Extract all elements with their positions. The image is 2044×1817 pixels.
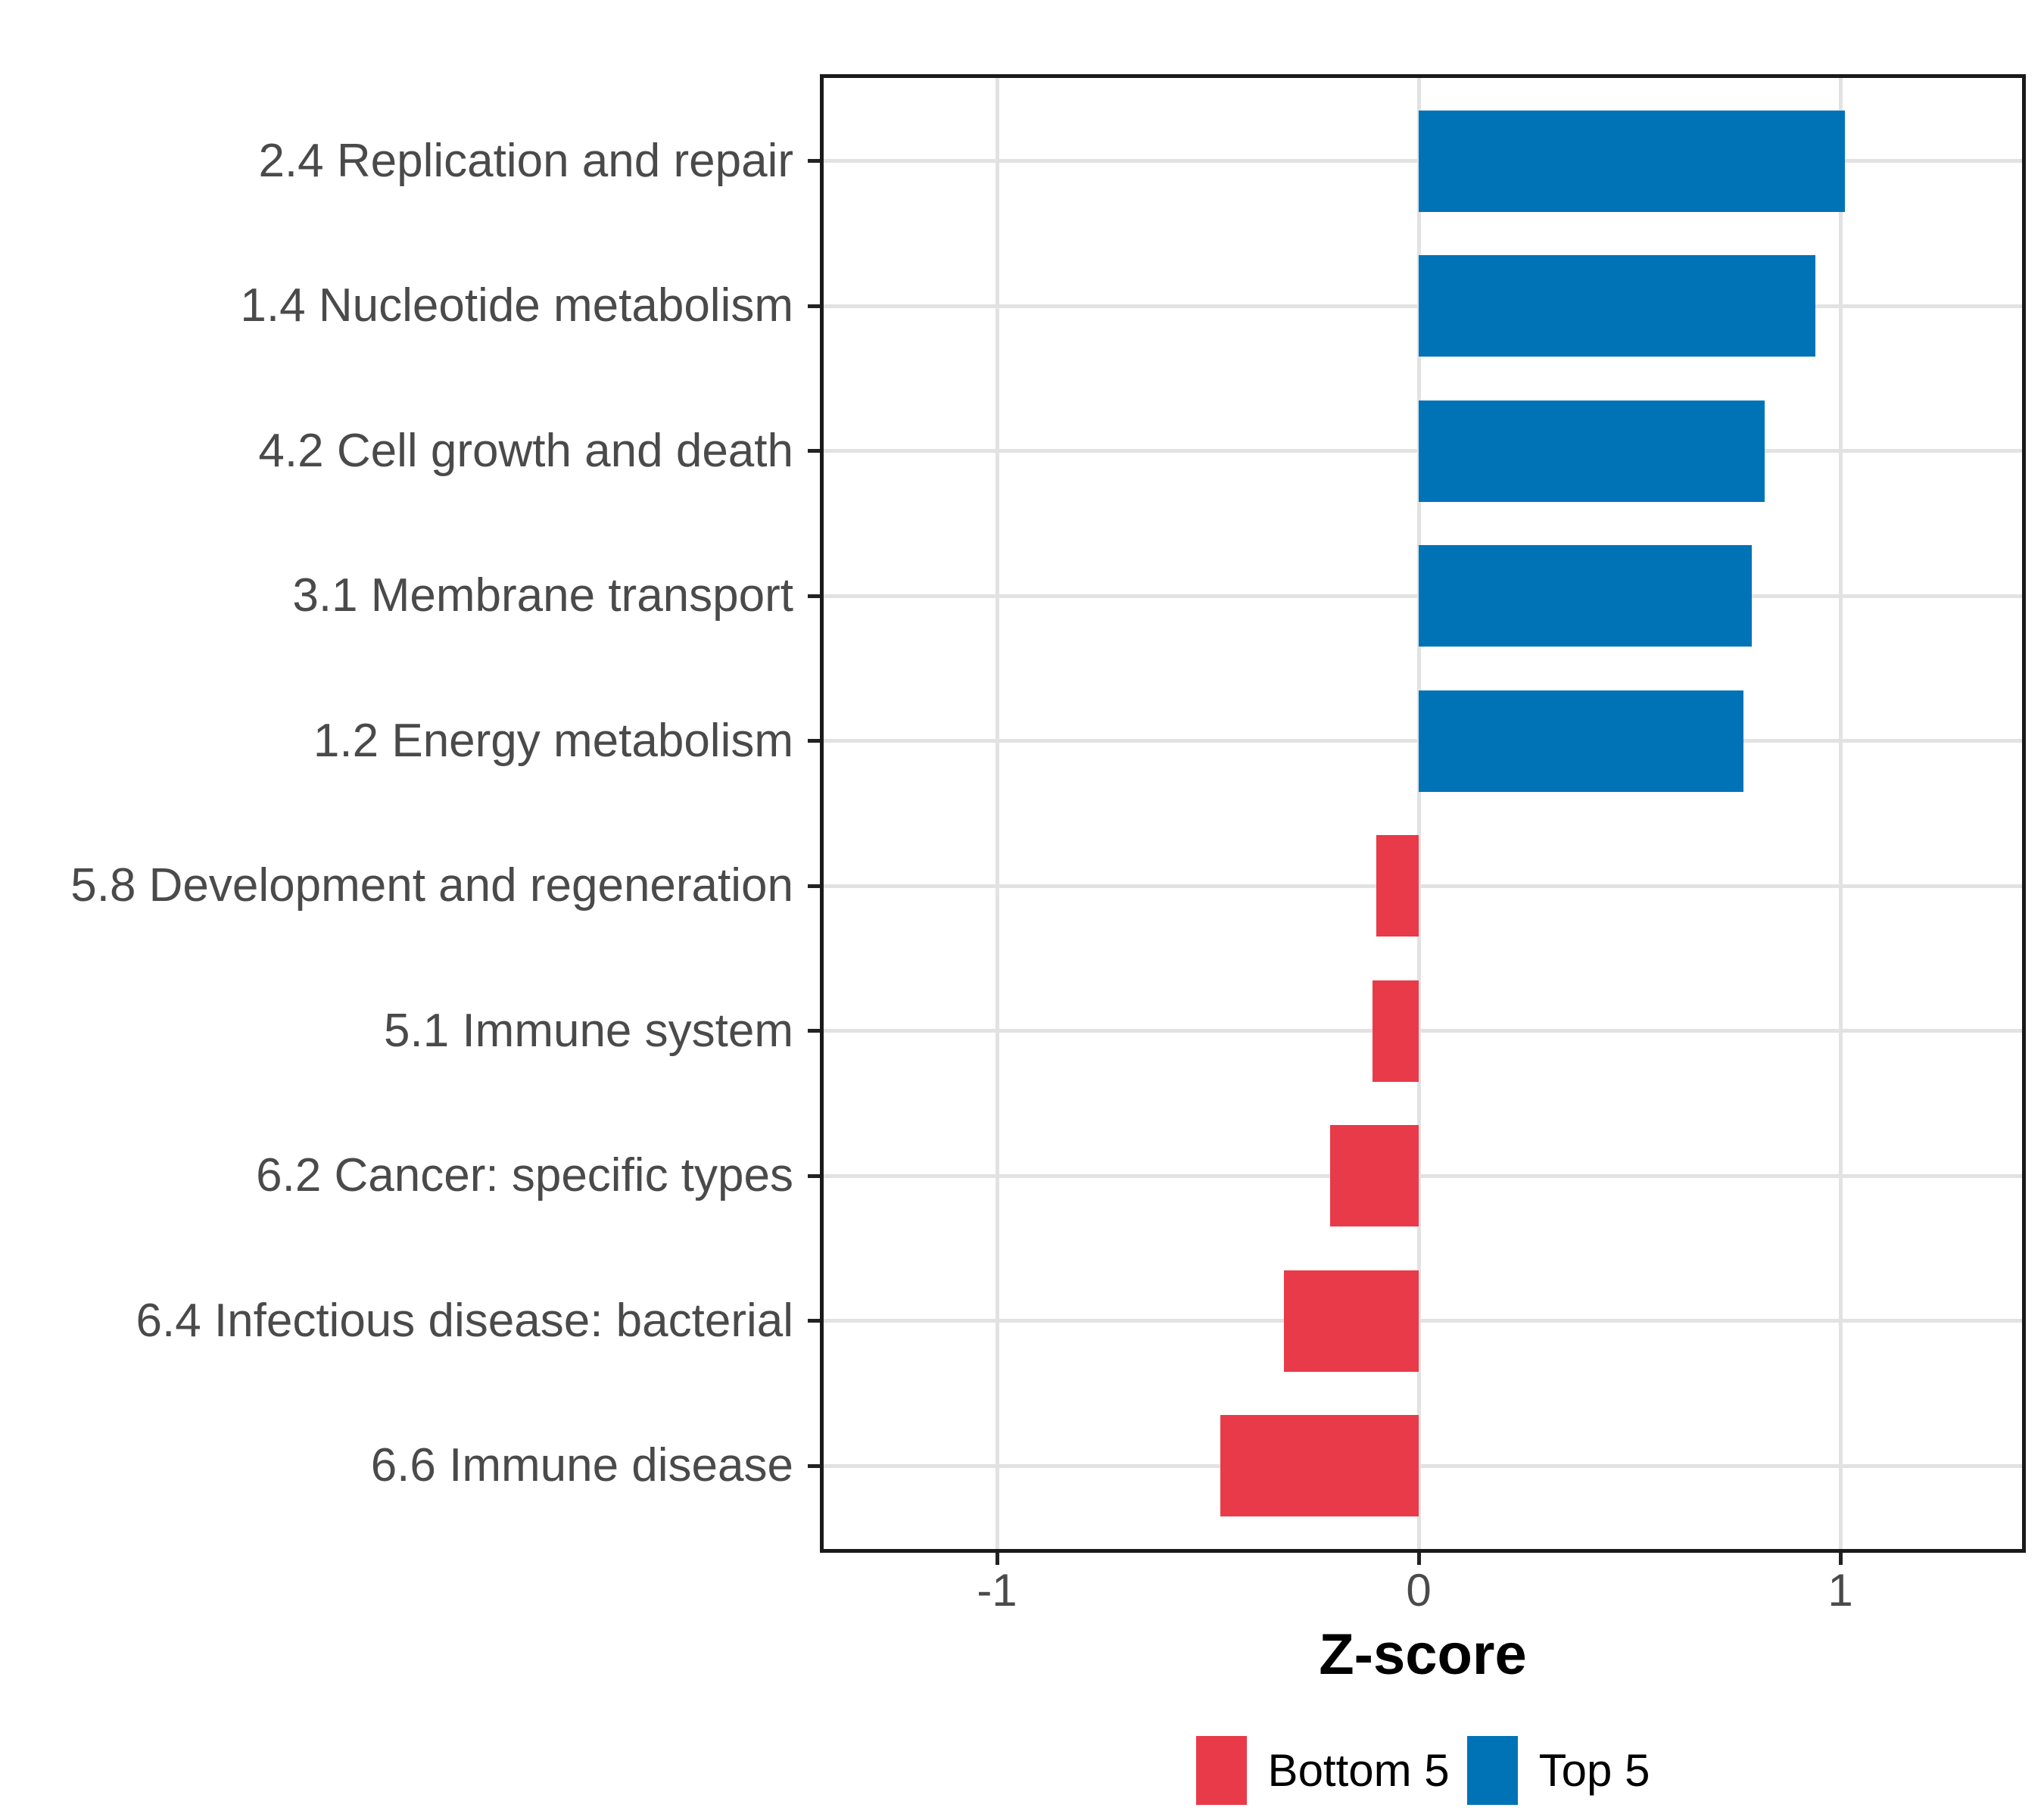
x-axis-tick — [1838, 1553, 1843, 1565]
legend-label-top-5: Top 5 — [1538, 1745, 1650, 1796]
category-label-1-4-nucleotide-metabolism: 1.4 Nucleotide metabolism — [240, 279, 793, 332]
gridline-horizontal — [820, 1463, 2026, 1468]
y-axis-tick — [808, 1029, 820, 1033]
x-axis-tick-label: -1 — [977, 1565, 1017, 1616]
bar-4-2-cell-growth-and-death — [1419, 400, 1765, 502]
bar-1-2-energy-metabolism — [1419, 690, 1743, 792]
legend-swatch-top-5 — [1466, 1736, 1518, 1805]
legend-entry-bottom-5: Bottom 5 — [1195, 1736, 1450, 1805]
category-label-6-6-immune-disease: 6.6 Immune disease — [370, 1439, 793, 1492]
category-label-2-4-replication-and-repair: 2.4 Replication and repair — [258, 134, 793, 187]
x-axis-tick — [1416, 1553, 1421, 1565]
gridline-horizontal — [820, 1173, 2026, 1178]
x-axis-tick — [995, 1553, 999, 1565]
y-axis-tick — [808, 1173, 820, 1178]
y-axis-tick — [808, 449, 820, 453]
y-axis-tick — [808, 304, 820, 308]
category-label-5-1-immune-system: 5.1 Immune system — [384, 1004, 793, 1057]
gridline-vertical — [1838, 74, 1843, 1553]
legend-label-bottom-5: Bottom 5 — [1267, 1745, 1450, 1796]
gridline-vertical — [1416, 74, 1421, 1553]
legend: Bottom 5 Top 5 — [820, 1736, 2026, 1805]
category-label-6-2-cancer-specific-types: 6.2 Cancer: specific types — [256, 1149, 793, 1202]
bar-1-4-nucleotide-metabolism — [1419, 255, 1815, 357]
gridline-horizontal — [820, 1319, 2026, 1323]
bar-6-6-immune-disease — [1220, 1415, 1419, 1517]
x-axis-tick-label: 0 — [1406, 1565, 1432, 1616]
bar-5-8-development-and-regeneration — [1376, 835, 1419, 937]
bar-3-1-membrane-transport — [1419, 545, 1753, 647]
category-label-5-8-development-and-regeneration: 5.8 Development and regeneration — [70, 859, 793, 912]
y-axis-tick — [808, 884, 820, 888]
x-axis-title: Z-score — [1319, 1622, 1527, 1687]
y-axis-tick — [808, 1463, 820, 1468]
y-axis-tick — [808, 739, 820, 743]
bar-2-4-replication-and-repair — [1419, 110, 1845, 212]
gridline-vertical — [995, 74, 999, 1553]
legend-entry-top-5: Top 5 — [1466, 1736, 1650, 1805]
category-label-3-1-membrane-transport: 3.1 Membrane transport — [292, 569, 793, 622]
plot-panel — [820, 74, 2026, 1553]
bar-6-2-cancer-specific-types — [1330, 1125, 1419, 1227]
bar-6-4-infectious-disease-bacterial — [1283, 1270, 1419, 1372]
bar-5-1-immune-system — [1372, 980, 1419, 1082]
y-axis-tick — [808, 159, 820, 164]
gridline-horizontal — [820, 1029, 2026, 1033]
category-label-4-2-cell-growth-and-death: 4.2 Cell growth and death — [258, 424, 793, 477]
y-axis-tick — [808, 1319, 820, 1323]
y-axis-tick — [808, 594, 820, 598]
category-label-6-4-infectious-disease-bacterial: 6.4 Infectious disease: bacterial — [136, 1294, 793, 1347]
category-label-1-2-energy-metabolism: 1.2 Energy metabolism — [313, 714, 793, 767]
x-axis-tick-label: 1 — [1827, 1565, 1853, 1616]
legend-swatch-bottom-5 — [1195, 1736, 1247, 1805]
gridline-horizontal — [820, 884, 2026, 888]
